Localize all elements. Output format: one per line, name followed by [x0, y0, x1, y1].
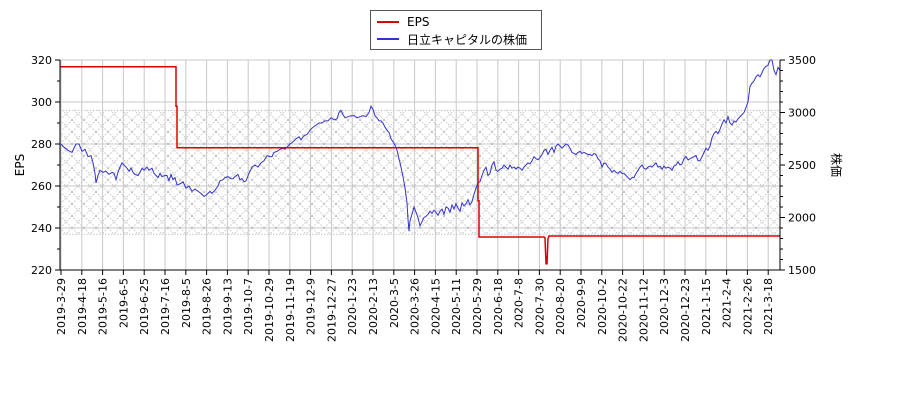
x-tick-label: 2019-8-26 — [201, 278, 214, 335]
right-tick-label: 3500 — [788, 54, 816, 67]
right-tick-label: 2000 — [788, 212, 816, 225]
legend-label-eps: EPS — [407, 15, 430, 29]
x-tick-label: 2020-3-26 — [409, 278, 422, 335]
x-tick-label: 2019-10-29 — [263, 278, 276, 342]
x-tick-label: 2020-7-8 — [513, 278, 526, 328]
legend-item-eps: EPS — [377, 14, 429, 30]
x-tick-label: 2020-6-18 — [492, 278, 505, 335]
shaded-band — [60, 110, 780, 235]
left-tick-label: 280 — [31, 138, 52, 151]
price-swatch-icon — [377, 38, 399, 40]
x-tick-label: 2019-12-27 — [325, 278, 338, 342]
x-tick-label: 2019-10-7 — [242, 278, 255, 335]
legend-item-price: 日立キャピタルの株価 — [377, 31, 527, 47]
left-tick-label: 300 — [31, 96, 52, 109]
eps-swatch-icon — [377, 21, 399, 23]
x-tick-label: 2019-11-19 — [284, 278, 297, 342]
legend-label-price: 日立キャピタルの株価 — [407, 32, 528, 47]
x-tick-label: 2021-2-4 — [721, 278, 734, 328]
left-tick-label: 260 — [31, 180, 52, 193]
right-tick-label: 3000 — [788, 107, 816, 120]
x-tick-label: 2021-1-15 — [700, 278, 713, 335]
x-tick-label: 2020-2-13 — [367, 278, 380, 335]
left-tick-label: 220 — [31, 264, 52, 277]
left-axis-ticks: 220 240 260 280 300 320 — [31, 54, 60, 277]
eps-line — [60, 65, 780, 265]
x-tick-label: 2019-6-5 — [117, 278, 130, 328]
x-tick-label: 2019-8-5 — [180, 278, 193, 328]
x-tick-label: 2019-6-25 — [138, 278, 151, 335]
band-edges — [60, 109, 780, 235]
right-tick-label: 2500 — [788, 159, 816, 172]
right-axis-title: 株価 — [829, 153, 844, 177]
x-tick-label: 2021-2-26 — [741, 278, 754, 335]
x-tick-label: 2019-7-16 — [159, 278, 172, 335]
x-tick-label: 2020-12-3 — [658, 278, 671, 335]
x-tick-label: 2019-9-13 — [221, 278, 234, 335]
left-axis-title: EPS — [13, 154, 27, 176]
x-tick-label: 2019-12-9 — [305, 278, 318, 335]
legend: EPS 日立キャピタルの株価 — [370, 10, 542, 50]
left-tick-label: 240 — [31, 222, 52, 235]
x-tick-label: 2020-3-5 — [388, 278, 401, 328]
x-tick-label: 2021-3-18 — [762, 278, 775, 335]
grid-lines — [60, 59, 780, 270]
x-tick-label: 2020-8-20 — [554, 278, 567, 335]
x-tick-label: 2020-7-30 — [533, 278, 546, 335]
x-tick-label: 2020-10-2 — [596, 278, 609, 335]
left-tick-label: 320 — [31, 54, 52, 67]
x-tick-label: 2020-4-15 — [429, 278, 442, 335]
x-tick-label: 2020-5-29 — [471, 278, 484, 335]
x-tick-label: 2019-4-18 — [76, 278, 89, 335]
x-tick-label: 2020-5-11 — [450, 278, 463, 335]
x-tick-label: 2019-5-16 — [97, 278, 110, 335]
x-tick-label: 2020-10-22 — [617, 278, 630, 342]
x-tick-label: 2020-1-23 — [346, 278, 359, 335]
x-axis-ticks: 2019-3-29 2019-4-18 2019-5-16 2019-6-5 2019-… — [55, 270, 775, 342]
x-tick-label: 2019-3-29 — [55, 278, 68, 335]
right-axis-ticks: 1500 2000 2500 3000 3500 — [780, 54, 816, 277]
x-tick-label: 2020-12-23 — [679, 278, 692, 342]
x-tick-label: 2020-11-12 — [637, 278, 650, 342]
price-line — [60, 59, 781, 232]
right-tick-label: 1500 — [788, 264, 816, 277]
x-tick-label: 2020-9-9 — [575, 278, 588, 328]
